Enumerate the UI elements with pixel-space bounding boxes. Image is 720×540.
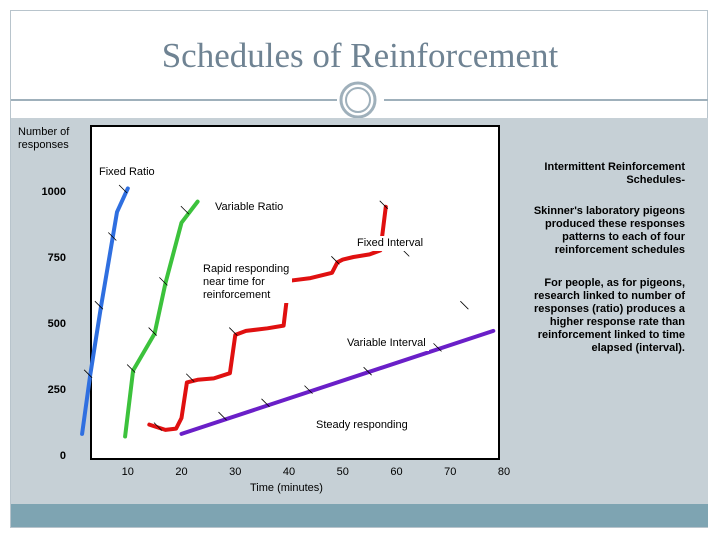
reinforcement-tick bbox=[363, 366, 372, 376]
x-tick-label: 50 bbox=[337, 466, 349, 478]
slide-title: Schedules of Reinforcement bbox=[161, 36, 559, 75]
reinforcement-tick bbox=[460, 300, 469, 310]
reinforcement-tick bbox=[126, 364, 136, 373]
label-steady-responding: Steady responding bbox=[313, 418, 411, 433]
label-variable-interval: Variable Interval bbox=[344, 336, 429, 351]
reinforcement-tick bbox=[331, 255, 340, 265]
y-tick-label: 250 bbox=[48, 384, 66, 396]
y-axis-title-text: Number of responses bbox=[18, 126, 70, 151]
reinforcement-tick bbox=[83, 369, 93, 379]
plot-area bbox=[90, 125, 500, 460]
side-paragraph-2: For people, as for pigeons, research lin… bbox=[534, 277, 685, 354]
x-tick-label: 10 bbox=[122, 466, 134, 478]
footer-band bbox=[11, 504, 708, 527]
x-tick-label: 30 bbox=[229, 466, 241, 478]
reinforcement-tick bbox=[180, 205, 190, 215]
y-tick-label: 1000 bbox=[42, 186, 66, 198]
y-tick-label: 0 bbox=[60, 450, 66, 462]
reinforcement-tick bbox=[433, 343, 442, 352]
label-variable-ratio: Variable Ratio bbox=[212, 200, 287, 215]
y-tick-label: 500 bbox=[48, 318, 66, 330]
side-heading: Intermittent Reinforcement Schedules- bbox=[544, 161, 685, 186]
reinforcement-tick bbox=[148, 327, 157, 336]
x-tick-label: 20 bbox=[175, 466, 187, 478]
x-tick-label: 60 bbox=[390, 466, 402, 478]
reinforcement-tick bbox=[94, 300, 104, 310]
series-line-variable-interval bbox=[179, 328, 496, 436]
label-fixed-ratio: Fixed Ratio bbox=[96, 165, 158, 180]
reinforcement-tick bbox=[159, 277, 168, 286]
x-tick-label: 80 bbox=[498, 466, 510, 478]
reinforcement-tick bbox=[108, 232, 117, 241]
side-paragraph-1: Skinner's laboratory pigeons produced th… bbox=[533, 205, 685, 256]
series-line-fixed-interval bbox=[147, 204, 388, 432]
reinforcement-tick bbox=[185, 373, 195, 383]
reinforcement-tick bbox=[228, 327, 238, 336]
y-tick-label: 750 bbox=[48, 252, 66, 264]
reinforcement-tick bbox=[218, 411, 227, 421]
title-divider-left bbox=[11, 99, 337, 101]
label-fixed-interval: Fixed Interval bbox=[354, 236, 427, 251]
x-axis-title: Time (minutes) bbox=[250, 482, 323, 494]
x-tick-label: 70 bbox=[444, 466, 456, 478]
x-tick-label: 40 bbox=[283, 466, 295, 478]
reinforcement-tick bbox=[118, 184, 128, 194]
title-divider-right bbox=[384, 99, 708, 101]
reinforcement-tick bbox=[153, 422, 163, 431]
series-line-fixed-ratio bbox=[80, 186, 130, 436]
y-axis-title: Number of responses bbox=[18, 126, 88, 152]
reinforcement-tick bbox=[379, 200, 389, 210]
ring-ornament-icon bbox=[339, 81, 377, 119]
label-rapid-responding: Rapid responding near time for reinforce… bbox=[200, 262, 293, 303]
reinforcement-tick bbox=[261, 398, 270, 408]
series-line-variable-ratio bbox=[123, 199, 200, 439]
reinforcement-tick bbox=[304, 385, 313, 394]
